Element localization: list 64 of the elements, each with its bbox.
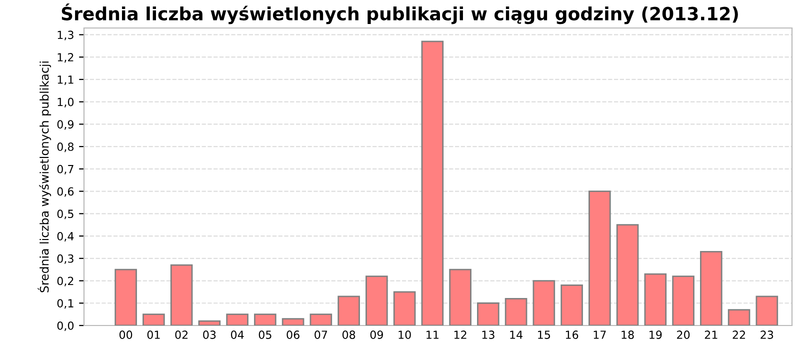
bar	[421, 40, 444, 326]
bar	[532, 280, 556, 326]
bar	[393, 291, 416, 326]
y-tick-label: 0,8	[57, 142, 74, 152]
bar	[366, 276, 388, 326]
y-axis-title: Średnia liczba wyświetlonych publikacji	[38, 62, 52, 292]
y-tick-label: 0,4	[57, 232, 74, 242]
bar	[672, 276, 694, 326]
x-tick-label: 12	[454, 330, 466, 339]
bar	[254, 314, 276, 326]
x-tick-label: 00	[119, 330, 132, 339]
x-tick-label: 21	[704, 330, 718, 339]
x-tick-label: 11	[426, 330, 438, 339]
x-tick-label: 10	[398, 330, 411, 339]
y-tick-label: 0,2	[57, 276, 74, 286]
bar	[728, 309, 750, 326]
bar	[310, 314, 332, 326]
bar	[142, 314, 165, 326]
bar	[588, 190, 611, 326]
y-tick-label: 1,0	[58, 98, 74, 108]
y-tick-label: 0,7	[57, 164, 74, 174]
x-tick-label: 15	[538, 330, 550, 339]
x-tick-label: 03	[203, 330, 216, 339]
y-tick-label: 1,3	[58, 30, 74, 40]
bar	[114, 268, 137, 326]
y-tick-label: 0,5	[57, 210, 74, 220]
bar	[198, 320, 221, 326]
x-tick-label: 16	[566, 330, 578, 339]
y-tick-label: 0,3	[57, 254, 74, 264]
bar	[170, 264, 193, 326]
y-tick-label: 1,1	[58, 76, 74, 85]
bar	[338, 296, 360, 326]
x-tick-label: 22	[732, 330, 745, 339]
y-tick-label: 0,0	[57, 321, 74, 332]
x-tick-label: 19	[650, 330, 662, 339]
x-tick-label: 09	[370, 330, 383, 339]
x-tick-label: 01	[147, 330, 160, 339]
x-tick-label: 04	[230, 330, 244, 339]
bar	[477, 302, 500, 326]
x-tick-label: 06	[286, 330, 300, 339]
x-tick-label: 20	[677, 330, 690, 339]
bar	[756, 296, 778, 326]
bar	[282, 318, 304, 326]
x-tick-label: 02	[175, 330, 188, 339]
x-tick-label: 07	[314, 330, 328, 339]
bar	[616, 224, 639, 326]
bar	[700, 250, 722, 326]
x-tick-label: 17	[594, 330, 606, 339]
chart-title: Średnia liczba wyświetlonych publikacji w ciągu godziny (2013.12)	[62, 4, 738, 24]
bar	[226, 314, 248, 326]
bar	[504, 298, 528, 326]
x-tick-label: 13	[482, 330, 494, 339]
y-tick-label: 1,2	[58, 53, 74, 63]
x-tick-label: 23	[760, 330, 774, 339]
bar	[449, 268, 472, 326]
y-tick-label: 0,9	[57, 120, 74, 130]
x-tick-label: 18	[622, 330, 634, 339]
x-tick-label: 05	[258, 330, 272, 339]
bar	[560, 284, 583, 326]
y-tick-label: 0,1	[57, 299, 74, 309]
y-tick-label: 0,6	[57, 187, 74, 197]
bar	[644, 273, 667, 326]
x-tick-label: 14	[510, 330, 522, 339]
x-tick-label: 08	[342, 330, 356, 339]
